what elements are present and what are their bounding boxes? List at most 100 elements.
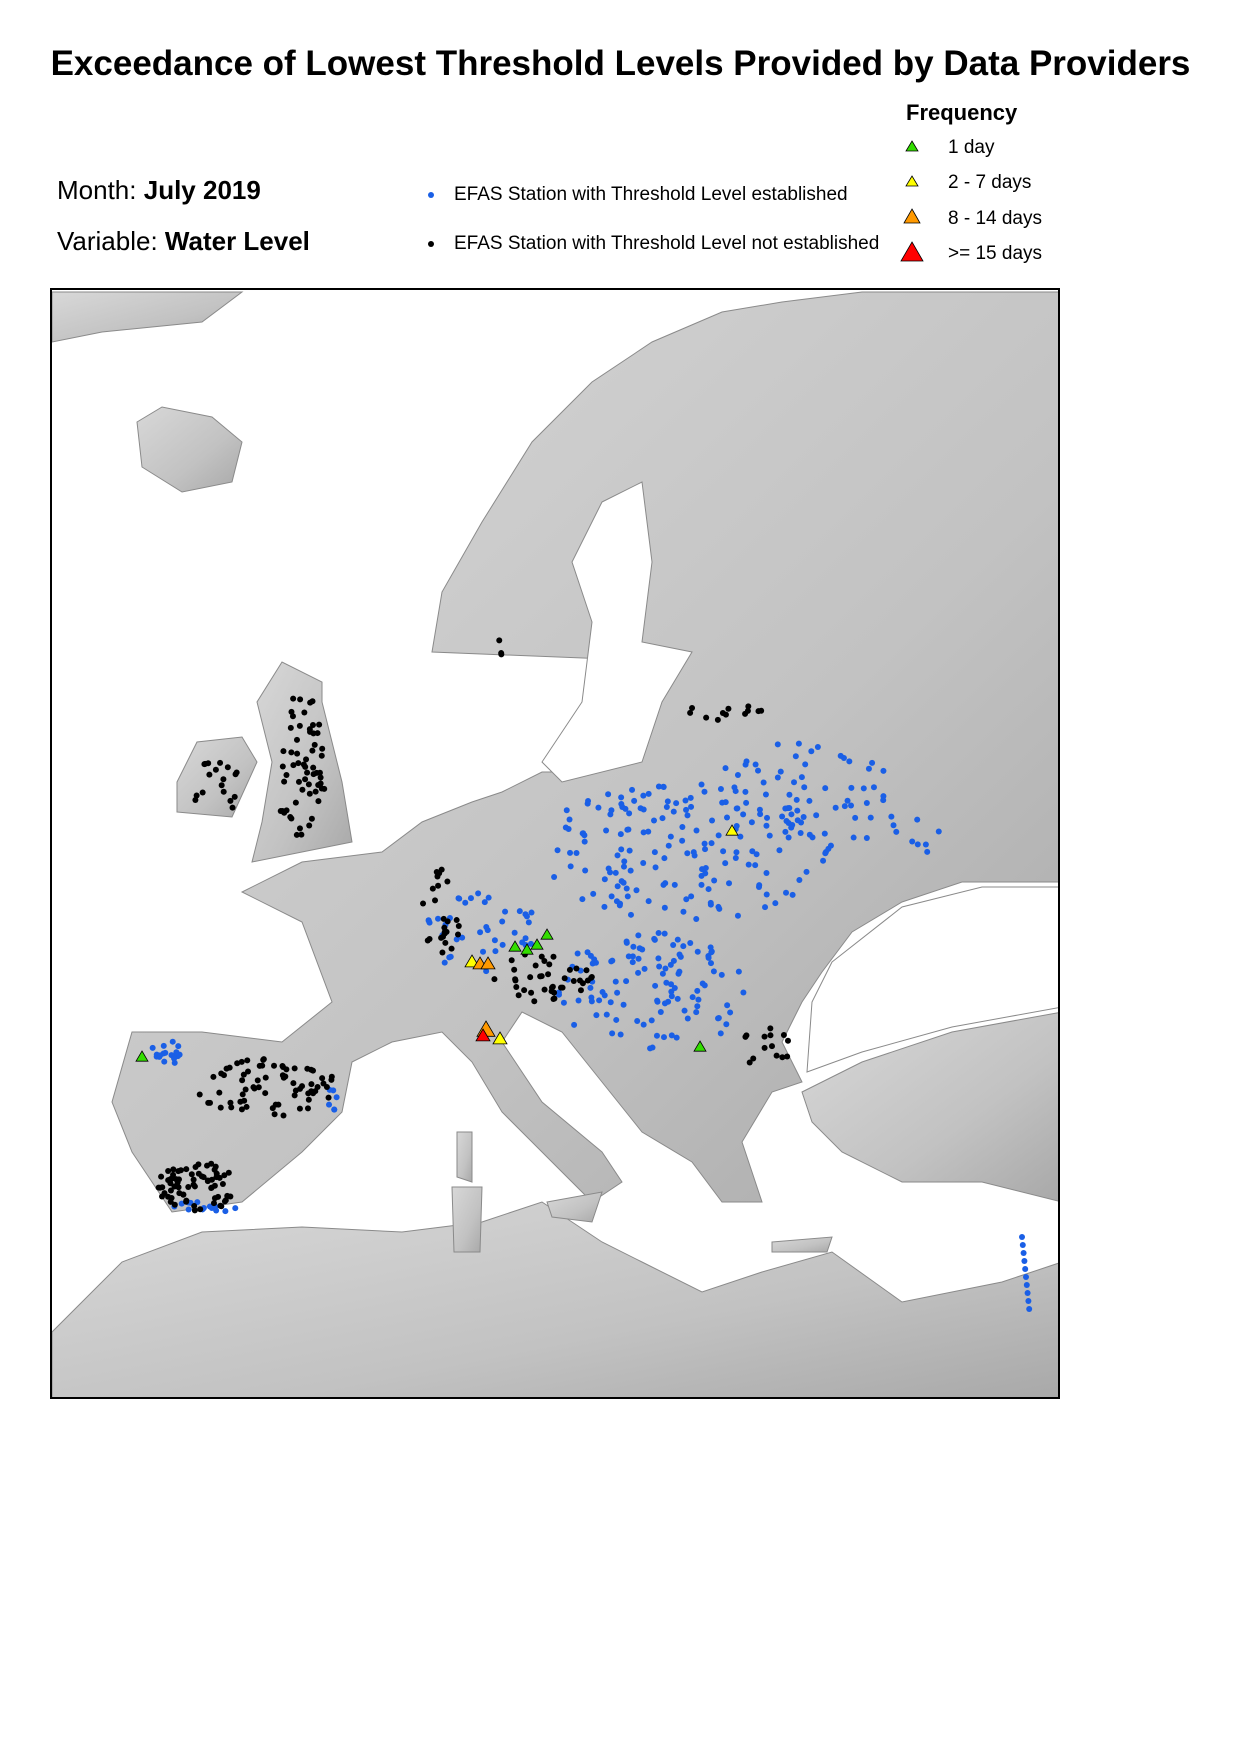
station-dot <box>806 797 813 804</box>
station-dot <box>720 848 727 855</box>
station-dot <box>722 860 729 867</box>
station-dot <box>746 1059 753 1066</box>
station-dot <box>217 759 224 766</box>
station-dot <box>296 1105 303 1112</box>
station-dot <box>607 999 614 1006</box>
station-dot <box>484 927 491 934</box>
crete <box>771 1236 833 1253</box>
station-dot <box>783 889 790 896</box>
station-dot <box>763 891 770 898</box>
station-dot <box>664 798 671 805</box>
station-dot <box>304 769 311 776</box>
station-dot <box>654 997 661 1004</box>
exceedance-markers <box>135 824 739 1062</box>
station-dot <box>435 882 442 889</box>
station-dot <box>623 938 630 945</box>
station-dot <box>698 781 705 788</box>
station-dot <box>333 1094 340 1101</box>
station-dot <box>623 885 630 892</box>
freq-1-day: 1 day <box>948 137 995 158</box>
station-dot <box>243 1103 250 1110</box>
station-dot <box>732 854 739 861</box>
station-dot <box>793 796 800 803</box>
station-dot <box>527 974 534 981</box>
station-dot <box>627 867 634 874</box>
station-dot <box>693 827 700 834</box>
station-dot <box>312 1088 319 1095</box>
station-dot <box>694 1003 701 1010</box>
station-dot <box>792 753 799 760</box>
station-dot <box>498 650 505 657</box>
station-dot <box>723 1021 730 1028</box>
station-dot <box>844 797 851 804</box>
station-dot <box>217 1104 224 1111</box>
station-dot <box>867 814 874 821</box>
station-dot <box>1019 1234 1025 1240</box>
station-dot <box>527 940 534 947</box>
station-dot <box>220 1072 227 1079</box>
variable-line: Variable: Water Level <box>57 226 310 257</box>
station-dot <box>655 783 662 790</box>
station-dot <box>742 788 749 795</box>
station-dot <box>237 1098 244 1105</box>
station-dot <box>560 999 567 1006</box>
station-dot <box>315 798 322 805</box>
baltic-sea <box>541 481 693 783</box>
station-dot <box>785 819 792 826</box>
station-dot <box>620 1001 627 1008</box>
station-dot <box>331 1106 338 1113</box>
station-dot <box>279 1063 286 1070</box>
station-dot <box>305 1096 312 1103</box>
station-dot <box>607 811 614 818</box>
map-canvas <box>52 291 1058 1397</box>
station-dot <box>636 945 643 952</box>
station-dot <box>233 769 240 776</box>
station-dot <box>459 934 466 941</box>
station-dot <box>567 849 574 856</box>
station-dot <box>702 870 709 877</box>
station-dot <box>581 838 588 845</box>
station-dot <box>614 883 621 890</box>
station-dot <box>480 948 487 955</box>
frequency-triangles <box>900 140 924 262</box>
station-dot <box>280 1074 287 1081</box>
station-dot <box>880 793 887 800</box>
station-dot <box>762 904 769 911</box>
station-dot <box>485 894 492 901</box>
station-dot <box>183 1197 190 1204</box>
station-dot <box>782 805 789 812</box>
station-dot <box>288 749 295 756</box>
station-dot <box>776 847 783 854</box>
station-dot <box>549 983 556 990</box>
station-dot <box>603 827 610 834</box>
europe-map[interactable] <box>50 288 1060 1399</box>
station-dot <box>293 736 300 743</box>
station-dot <box>279 763 286 770</box>
station-dot <box>668 988 675 995</box>
station-dot <box>210 1073 217 1080</box>
station-dot <box>280 1112 287 1119</box>
station-dot <box>617 900 624 907</box>
station-dot <box>240 1071 247 1078</box>
station-dot <box>709 817 716 824</box>
station-dot <box>1026 1306 1033 1312</box>
station-dot <box>660 783 667 790</box>
station-dot <box>312 788 319 795</box>
station-dot <box>227 797 234 804</box>
station-dot <box>453 936 460 943</box>
station-dot <box>309 1067 316 1074</box>
station-dot <box>670 957 677 964</box>
station-dot <box>689 704 696 711</box>
station-dot <box>566 816 573 823</box>
station-dot <box>640 829 647 836</box>
station-dot <box>541 958 548 965</box>
station-dot <box>294 750 301 757</box>
station-dot <box>661 1000 668 1007</box>
station-dot <box>429 885 436 892</box>
station-dot <box>199 789 206 796</box>
station-dot <box>587 952 594 959</box>
station-dot <box>667 961 674 968</box>
station-dot <box>290 695 297 702</box>
station-dot <box>551 995 558 1002</box>
station-dot <box>574 950 581 957</box>
